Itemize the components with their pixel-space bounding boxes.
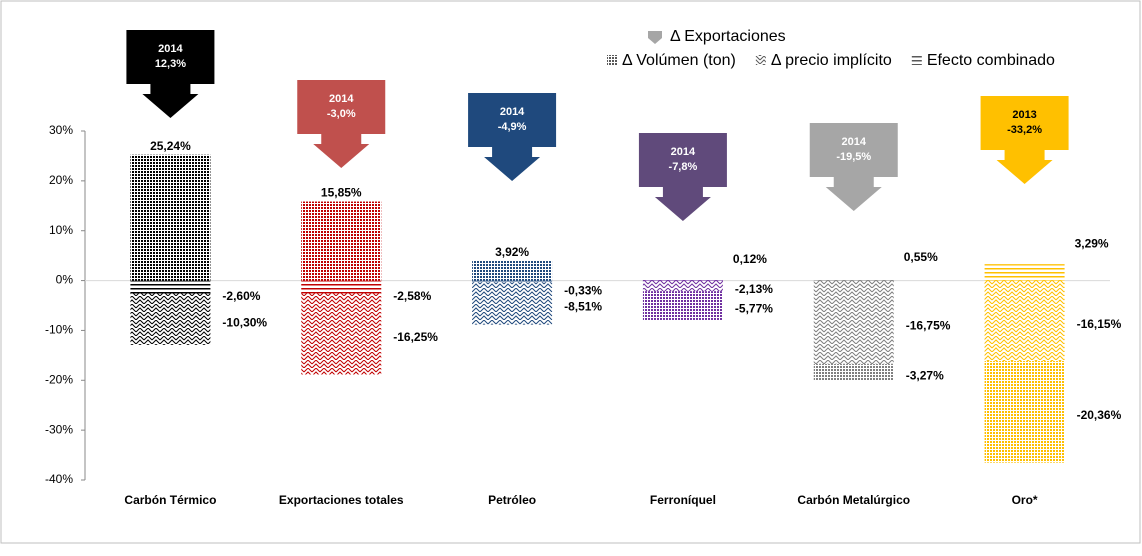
x-tick-label: Exportaciones totales	[279, 493, 404, 507]
bar-segment	[472, 282, 553, 325]
data-label: -2,13%	[735, 282, 773, 296]
y-tick-label: -20%	[45, 372, 73, 386]
legend-label: Δ Exportaciones	[670, 28, 786, 45]
bar-segment	[813, 277, 894, 281]
bar-segment	[130, 280, 211, 294]
y-tick-label: 10%	[49, 223, 73, 237]
data-label: 0,12%	[733, 252, 767, 266]
callout-value: -7,8%	[669, 161, 698, 173]
callout-year: 2014	[158, 43, 183, 55]
bar-segment	[472, 280, 553, 283]
callout-year: 2014	[500, 106, 525, 118]
y-tick-label: 30%	[49, 123, 73, 137]
callout	[638, 133, 727, 221]
data-label: -0,33%	[564, 284, 602, 298]
bar-segment	[472, 261, 553, 281]
data-label: 3,92%	[495, 245, 529, 259]
bar-segment	[642, 280, 723, 292]
bar-segment	[813, 280, 894, 365]
callout-value: -19,5%	[836, 151, 871, 163]
bar-segment	[642, 291, 723, 320]
bar-segment	[642, 279, 723, 281]
callout-year: 2014	[842, 136, 867, 148]
y-tick-label: -10%	[45, 323, 73, 337]
data-label: -5,77%	[735, 302, 773, 316]
callout-value: -4,9%	[498, 121, 527, 133]
data-label: -10,30%	[222, 315, 267, 329]
x-tick-label: Carbón Metalúrgico	[797, 493, 910, 507]
legend-label: Efecto combinado	[927, 52, 1055, 69]
y-tick-label: -40%	[45, 472, 73, 486]
legend-swatch	[755, 55, 766, 65]
bar-segment	[301, 280, 382, 294]
bar-segment	[984, 264, 1065, 281]
bar-segment	[984, 361, 1065, 463]
x-tick-label: Petróleo	[488, 493, 536, 507]
callout-year: 2013	[1012, 109, 1036, 121]
data-label: -2,58%	[393, 289, 431, 303]
x-tick-label: Carbón Térmico	[124, 493, 216, 507]
data-label: -8,51%	[564, 300, 602, 314]
bar-segment	[130, 293, 211, 345]
callout	[126, 30, 215, 118]
bar-segment	[301, 293, 382, 375]
callout	[468, 93, 557, 181]
legend-swatch	[607, 55, 617, 65]
callout-value: -3,0%	[327, 108, 356, 120]
data-label: 25,24%	[150, 139, 191, 153]
data-label: -20,36%	[1077, 408, 1122, 422]
callout-year: 2014	[671, 146, 696, 158]
x-tick-label: Ferroníquel	[650, 493, 716, 507]
callout	[809, 123, 898, 211]
x-tick-label: Oro*	[1012, 493, 1038, 507]
data-label: -16,15%	[1077, 317, 1122, 331]
callout-year: 2014	[329, 93, 354, 105]
data-label: -2,60%	[222, 289, 260, 303]
bar-segment	[813, 364, 894, 381]
bar-segment	[984, 280, 1065, 362]
data-label: 0,55%	[904, 250, 938, 264]
callout-value: 12,3%	[155, 58, 186, 70]
legend-callout-icon	[648, 31, 662, 44]
callout-value: -33,2%	[1007, 124, 1042, 136]
y-tick-label: -30%	[45, 422, 73, 436]
data-label: 15,85%	[321, 186, 362, 200]
data-label: -16,75%	[906, 318, 951, 332]
y-tick-label: 20%	[49, 173, 73, 187]
bar-segment	[130, 154, 211, 281]
legend-swatch	[911, 55, 922, 65]
legend-label: Δ Volúmen (ton)	[622, 52, 736, 69]
data-label: -16,25%	[393, 330, 438, 344]
callout	[297, 80, 386, 168]
y-tick-label: 0%	[56, 273, 74, 287]
legend-label: Δ precio implícito	[771, 52, 892, 69]
data-label: -3,27%	[906, 368, 944, 382]
callout	[980, 96, 1069, 184]
bar-segment	[301, 201, 382, 281]
data-label: 3,29%	[1075, 236, 1109, 250]
